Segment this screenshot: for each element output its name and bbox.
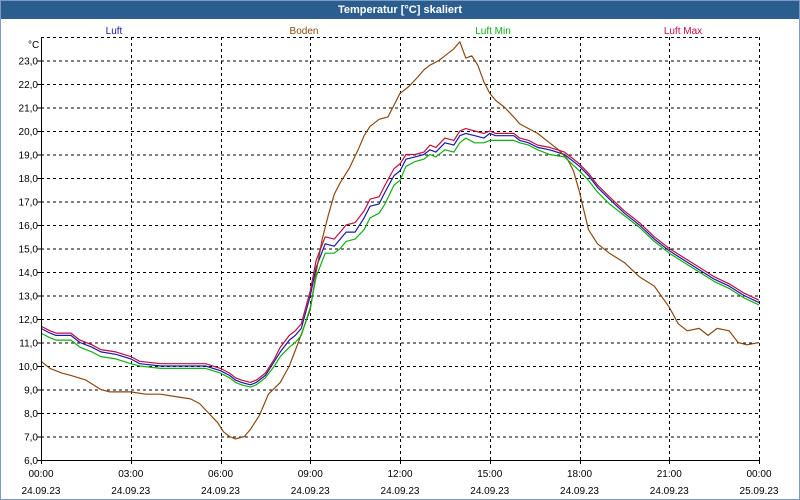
x-tick-time-label: 03:00: [118, 469, 143, 480]
series-line-luft-min: [40, 137, 760, 388]
y-tick-label: 22,0: [19, 80, 39, 91]
temperature-chart: 6,0 7,0 8,0 9,0 10,0 11,0 12,0 13,0 14,0 15,0 16,0…: [19, 26, 779, 497]
y-tick-label: 10,0: [19, 362, 39, 373]
y-axis-unit-label: °C: [28, 40, 39, 51]
x-tick-date-label: 24.09.23: [111, 486, 150, 497]
x-tick-time-label: 06:00: [208, 469, 233, 480]
y-tick-label: 8,0: [24, 409, 38, 420]
x-tick-time-label: 18:00: [567, 469, 592, 480]
window-title: Temperatur [°C] skaliert: [1, 1, 799, 19]
x-tick-date-label: 24.09.23: [22, 486, 61, 497]
x-tick-time-label: 09:00: [298, 469, 323, 480]
series-line-luft-max: [40, 127, 760, 383]
series-line-luft: [40, 132, 760, 386]
legend-item-luft: Luft: [106, 26, 123, 37]
x-tick-date-label: 24.09.23: [560, 486, 599, 497]
y-tick-label: 23,0: [19, 57, 39, 68]
x-tick-time-label: 12:00: [387, 469, 412, 480]
grid: [41, 37, 760, 460]
x-tick-date-label: 24.09.23: [650, 486, 689, 497]
x-tick-date-label: 24.09.23: [201, 486, 240, 497]
legend-item-luft-max: Luft Max: [664, 26, 702, 37]
x-tick-time-label: 21:00: [657, 469, 682, 480]
y-tick-label: 15,0: [19, 245, 39, 256]
x-tick-date-label: 25.09.23: [740, 486, 779, 497]
y-tick-label: 7,0: [24, 433, 38, 444]
x-tick-time-label: 15:00: [477, 469, 502, 480]
series-lines: [40, 41, 760, 440]
x-tick-time-label: 00:00: [746, 469, 771, 480]
legend: Luft Boden Luft Min Luft Max: [106, 26, 703, 37]
y-tick-label: 20,0: [19, 127, 39, 138]
x-tick-time-label: 00:00: [28, 469, 53, 480]
y-tick-label: 17,0: [19, 198, 39, 209]
y-tick-label: 12,0: [19, 315, 39, 326]
y-tick-label: 9,0: [24, 386, 38, 397]
series-line-boden: [40, 41, 760, 440]
y-tick-label: 11,0: [19, 339, 38, 350]
x-tick-date-label: 24.09.23: [291, 486, 330, 497]
y-tick-label: 21,0: [19, 104, 39, 115]
x-tick-date-label: 24.09.23: [470, 486, 509, 497]
legend-item-boden: Boden: [290, 26, 319, 37]
y-tick-label: 13,0: [19, 292, 39, 303]
y-tick-label: 18,0: [19, 174, 39, 185]
legend-item-luft-min: Luft Min: [475, 26, 511, 37]
x-tick-date-label: 24.09.23: [381, 486, 420, 497]
y-tick-label: 14,0: [19, 268, 39, 279]
x-axis: 00:00 24.09.23 03:00 24.09.23 06:00 24.09.23 0…: [22, 460, 779, 497]
y-tick-label: 6,0: [24, 456, 38, 467]
y-axis: 6,0 7,0 8,0 9,0 10,0 11,0 12,0 13,0 14,0 15,0 16,0…: [19, 57, 41, 467]
y-tick-label: 16,0: [19, 221, 39, 232]
y-tick-label: 19,0: [19, 151, 39, 162]
